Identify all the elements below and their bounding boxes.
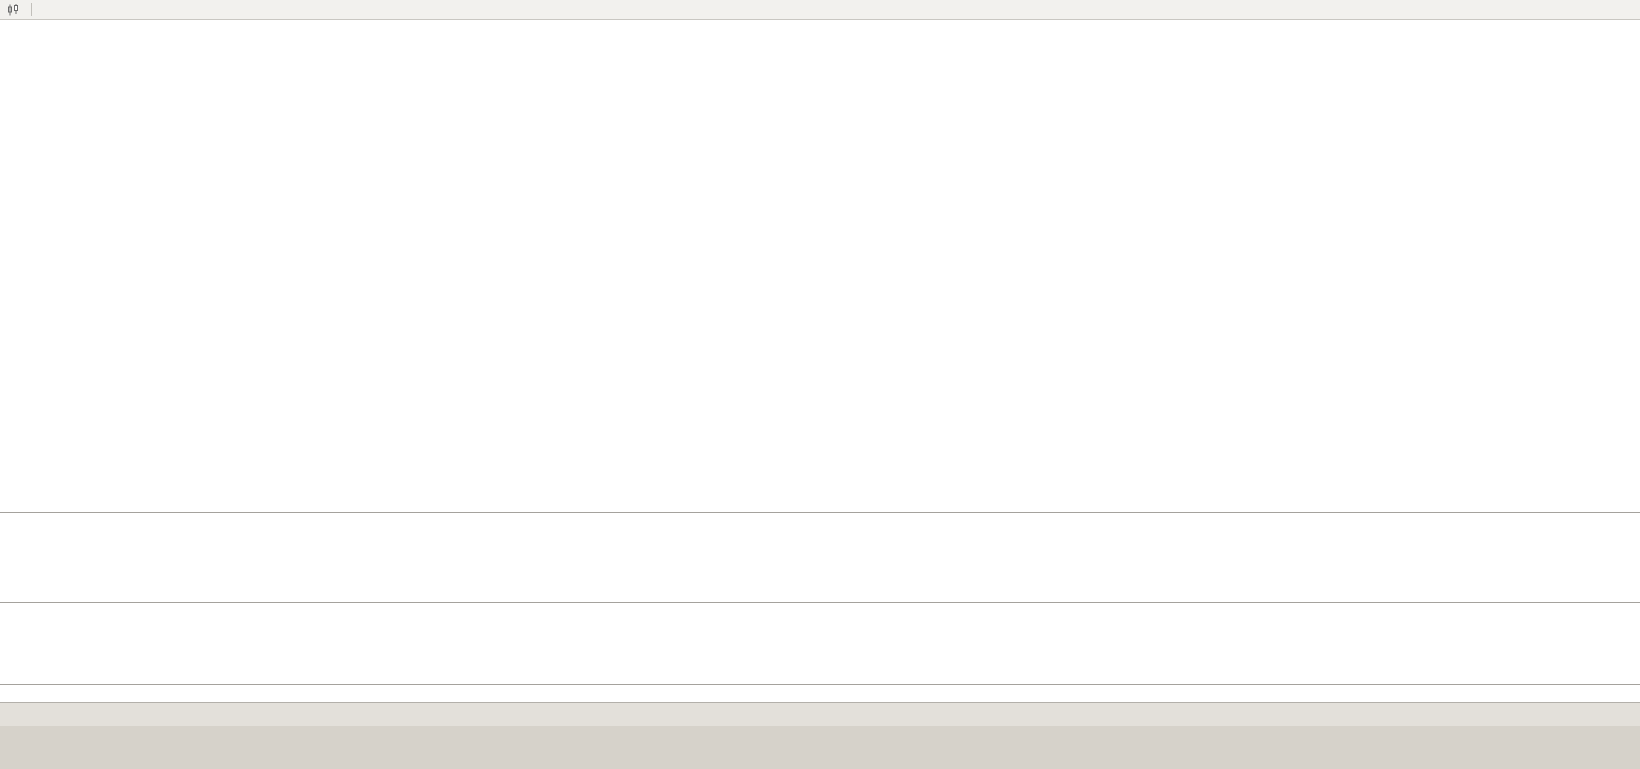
timeframe-toolbar <box>0 0 1640 20</box>
toolbar-separator <box>31 3 32 16</box>
macd-indicator-pane[interactable] <box>0 602 1640 684</box>
chart-tab-bar <box>0 702 1640 726</box>
main-chart-pane[interactable] <box>0 20 1640 512</box>
date-axis[interactable] <box>0 684 1640 702</box>
candlestick-chart-icon <box>8 3 18 15</box>
macd-chart[interactable] <box>0 603 1640 684</box>
candlestick-chart[interactable] <box>0 20 1640 512</box>
rsi-indicator-pane[interactable] <box>0 512 1640 602</box>
chart-type-button[interactable] <box>4 1 24 19</box>
rsi-chart[interactable] <box>0 513 1640 602</box>
window-bottom-area <box>0 726 1640 769</box>
